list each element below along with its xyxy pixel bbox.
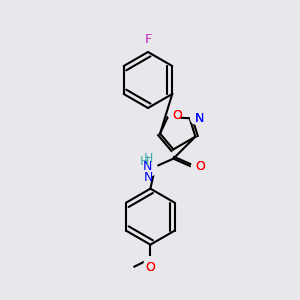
Text: H: H: [140, 155, 149, 168]
Circle shape: [143, 162, 158, 176]
Circle shape: [190, 112, 202, 124]
Text: O: O: [146, 261, 155, 274]
Text: N: N: [195, 112, 204, 125]
Text: N: N: [195, 112, 204, 125]
Circle shape: [191, 161, 203, 173]
Text: F: F: [144, 33, 152, 46]
Text: F: F: [144, 33, 152, 46]
Circle shape: [169, 109, 181, 121]
Text: N: N: [144, 171, 153, 184]
Text: H: H: [144, 152, 153, 165]
Text: O: O: [195, 160, 205, 173]
Text: O: O: [195, 160, 205, 173]
Text: O: O: [173, 109, 183, 122]
Text: O: O: [146, 261, 155, 274]
Circle shape: [144, 257, 156, 269]
Text: N: N: [143, 160, 152, 173]
Text: O: O: [173, 109, 183, 122]
Circle shape: [143, 39, 153, 49]
